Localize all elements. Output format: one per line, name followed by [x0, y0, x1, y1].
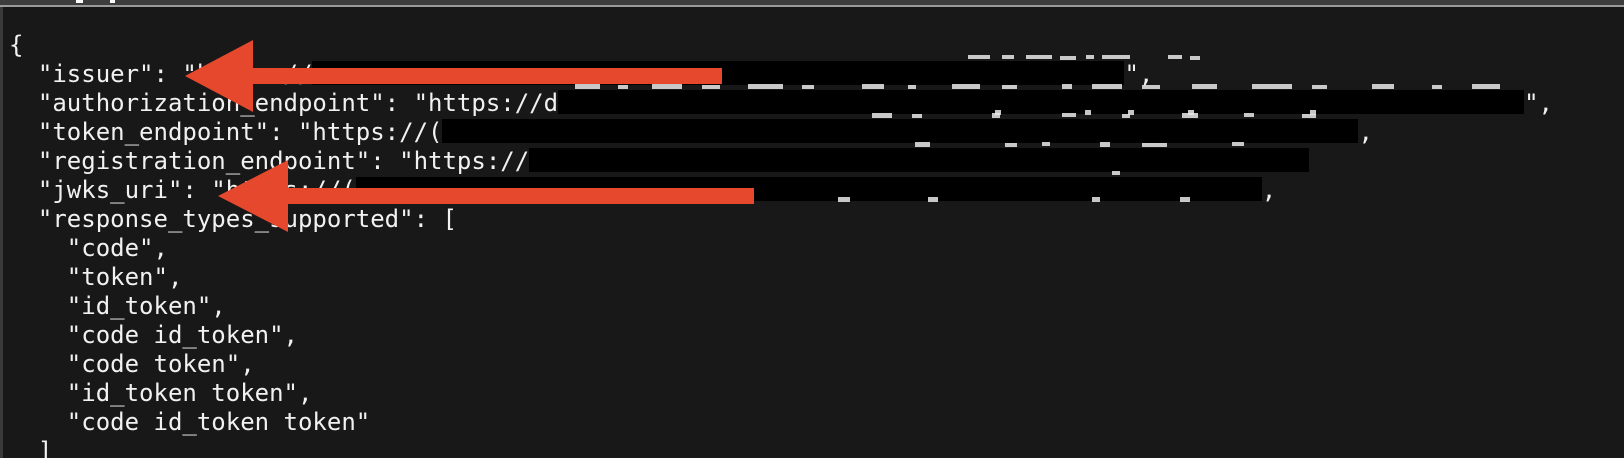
terminal-line-13: "code id_token token" [9, 408, 1624, 437]
redaction-box [355, 177, 1262, 201]
line-text: "code token", [9, 350, 255, 378]
redaction-box [558, 90, 1525, 114]
terminal-line-1: "issuer": "https:// ", [9, 60, 1624, 89]
topbar-text-fragment [110, 0, 115, 3]
line-text: ] [9, 437, 53, 458]
terminal-line-2: "authorization_endpoint": "https://d ", [9, 89, 1624, 118]
line-text: "jwks_uri": "https://( [9, 176, 356, 204]
terminal-line-6: "response_types_supported": [ [9, 205, 1624, 234]
redaction-box [442, 119, 1359, 143]
terminal-line-5: "jwks_uri": "https://(, [9, 176, 1624, 205]
terminal-line-3: "token_endpoint": "https://(, [9, 118, 1624, 147]
line-trail: , [1261, 176, 1277, 204]
line-text: "code", [9, 234, 168, 262]
topbar-text-fragment [76, 0, 83, 3]
line-trail: ", [1124, 60, 1154, 88]
terminal-line-12: "id_token token", [9, 379, 1624, 408]
window-top-bar [0, 0, 1624, 7]
terminal-line-11: "code token", [9, 350, 1624, 379]
line-trail: , [1358, 118, 1373, 146]
line-text: "id_token token", [9, 379, 313, 407]
line-text: "token_endpoint": "https://( [9, 118, 443, 146]
line-text: "issuer": "https:// [9, 60, 313, 88]
line-text: "code id_token", [9, 321, 298, 349]
redaction-box [312, 61, 1125, 85]
line-text: "authorization_endpoint": "https://d [9, 89, 559, 117]
line-trail: ", [1524, 89, 1553, 117]
line-text: { [9, 31, 24, 59]
line-text: "token", [9, 263, 183, 291]
terminal-line-14: ] [9, 437, 1624, 458]
terminal-line-8: "token", [9, 263, 1624, 292]
line-text: "registration_endpoint": "https:// [9, 147, 530, 175]
terminal-output[interactable]: { "issuer": "https:// ", "authorization_e… [0, 7, 1624, 458]
redaction-box [529, 148, 1310, 172]
terminal-line-7: "code", [9, 234, 1624, 263]
terminal-line-9: "id_token", [9, 292, 1624, 321]
terminal-line-10: "code id_token", [9, 321, 1624, 350]
line-text: "code id_token token" [9, 408, 371, 436]
line-text: "response_types_supported": [ [9, 205, 457, 233]
terminal-line-4: "registration_endpoint": "https:// [9, 147, 1624, 176]
terminal-line-0: { [9, 31, 1624, 60]
line-text: "id_token", [9, 292, 226, 320]
